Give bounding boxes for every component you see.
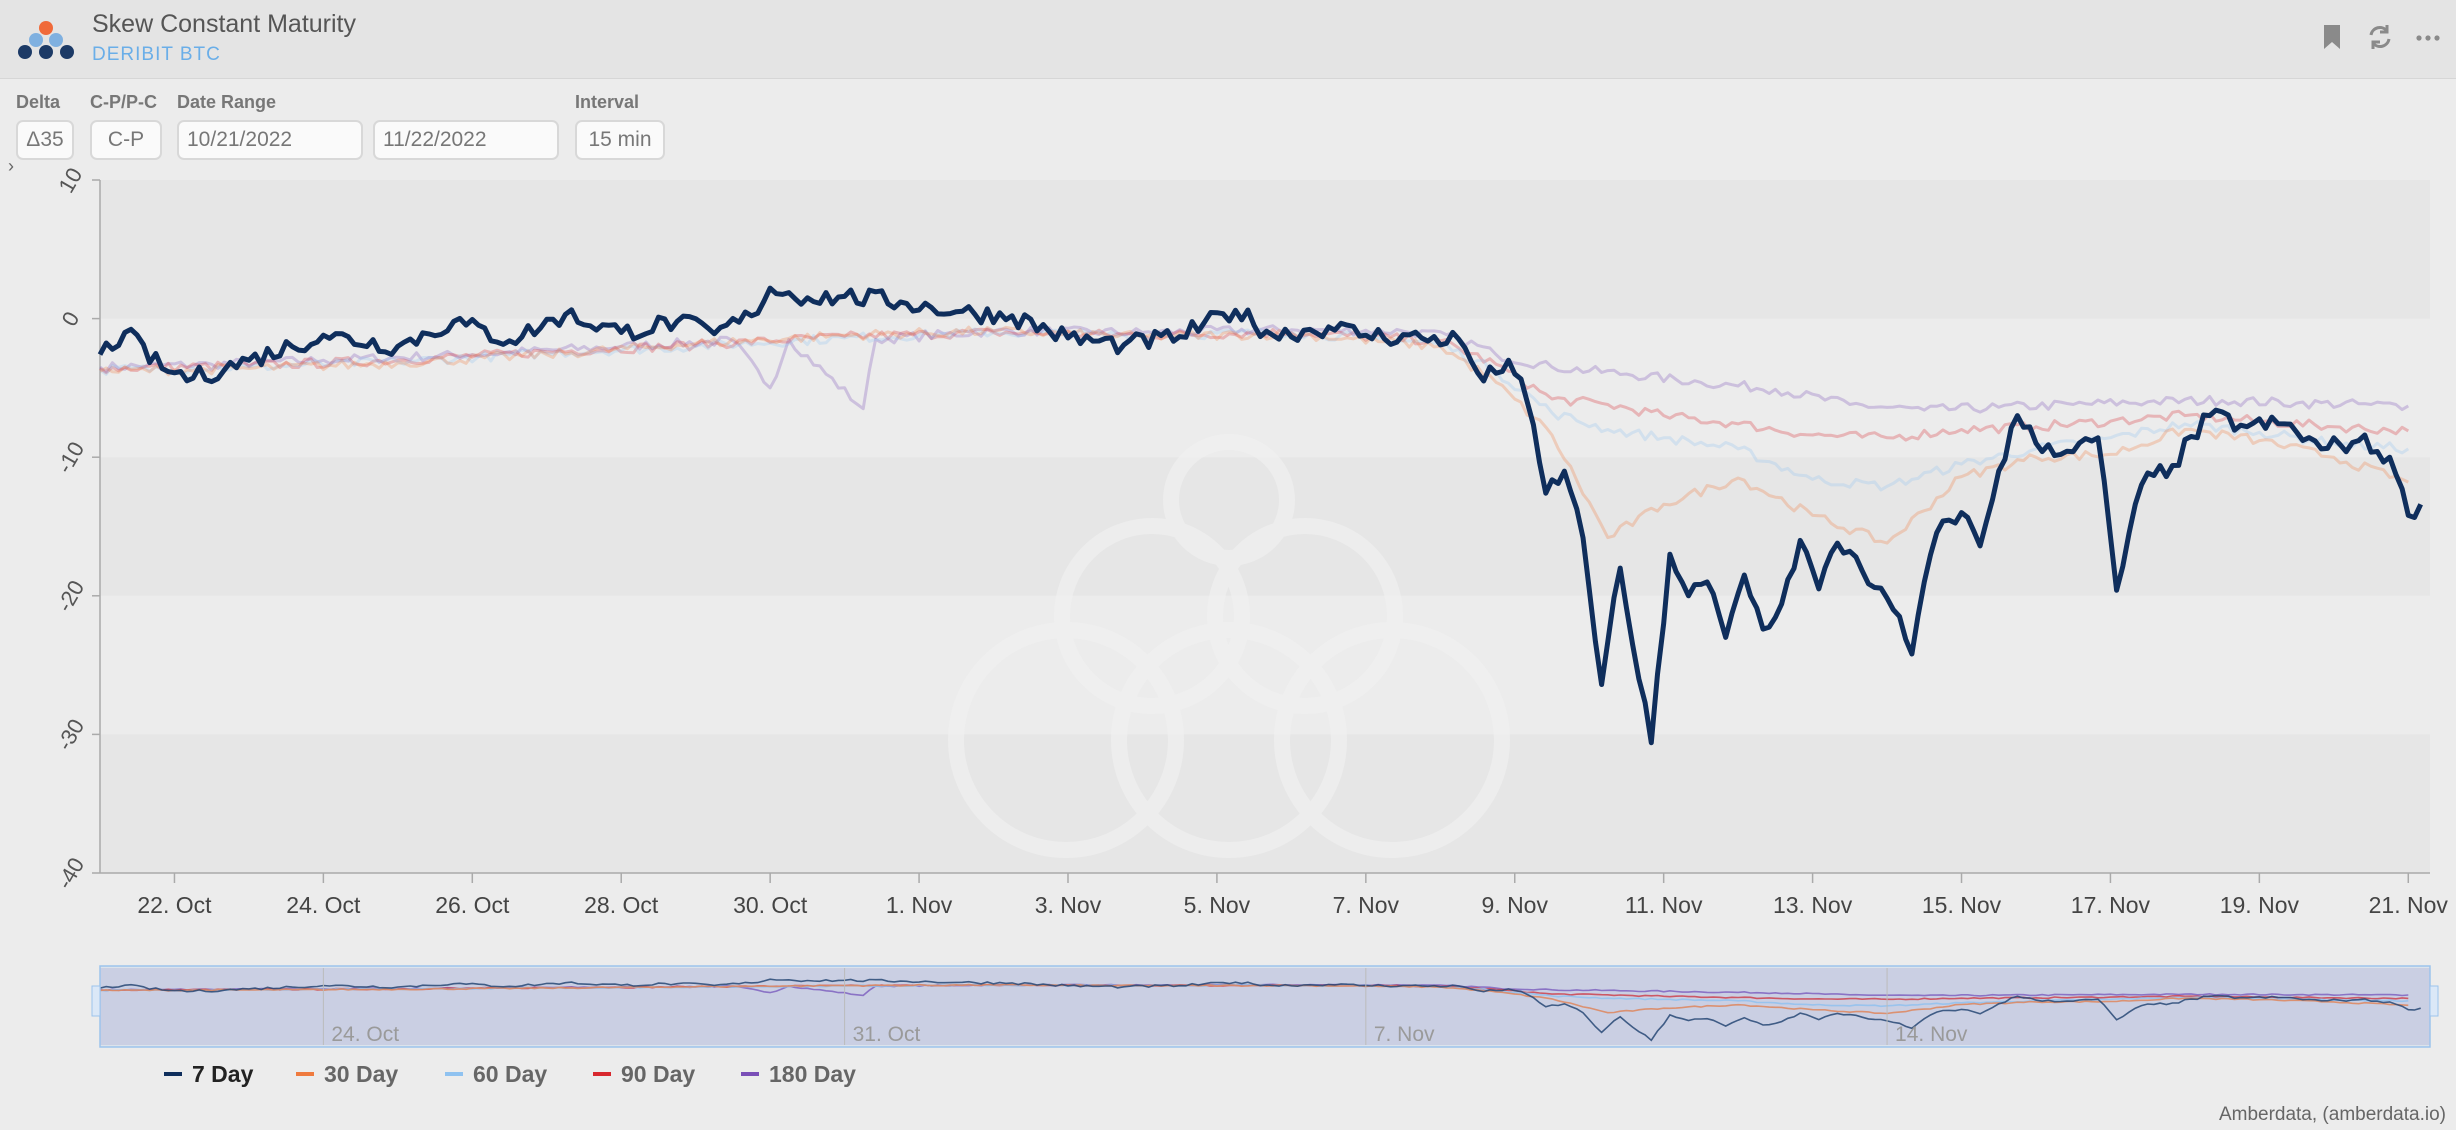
legend-label: 7 Day	[192, 1061, 254, 1087]
more-icon[interactable]	[2414, 22, 2442, 52]
refresh-icon[interactable]	[2366, 22, 2394, 52]
series-line-90-day	[99, 327, 2410, 442]
y-tick-label: 10	[53, 163, 87, 197]
x-tick-label: 5. Nov	[1184, 892, 1251, 918]
exchange-subtitle: DERIBIT BTC	[92, 44, 221, 65]
legend-item-90-day[interactable]: 90 Day	[593, 1061, 695, 1087]
x-tick-label: 21. Nov	[2369, 892, 2449, 918]
navigator-line-7-day	[99, 978, 2421, 1042]
legend-label: 30 Day	[324, 1061, 398, 1087]
x-tick-label: 22. Oct	[137, 892, 212, 918]
date-range-label: Date Range	[177, 92, 277, 112]
navigator-left-handle[interactable]	[91, 985, 101, 1017]
x-tick-label: 28. Oct	[584, 892, 659, 918]
end-date-input[interactable]: 11/22/2022	[373, 120, 559, 160]
x-tick-label: 15. Nov	[1922, 892, 2002, 918]
cp-label: C-P/P-C	[90, 92, 157, 112]
x-tick-label: 19. Nov	[2220, 892, 2300, 918]
cp-select[interactable]: C-P	[90, 120, 162, 160]
plot-band	[100, 180, 2430, 319]
x-tick-label: 7. Nov	[1333, 892, 1400, 918]
panel-header: Skew Constant Maturity DERIBIT BTC	[0, 0, 2456, 79]
legend-item-30-day[interactable]: 30 Day	[296, 1061, 398, 1087]
x-tick-label: 26. Oct	[435, 892, 510, 918]
watermark-logo-icon	[948, 434, 1510, 858]
x-tick-label: 11. Nov	[1625, 892, 1703, 918]
delta-select[interactable]: Δ35	[16, 120, 74, 160]
filter-controls: Delta C-P/P-C Date Range Interval Δ35 C-…	[0, 78, 2456, 168]
interval-label: Interval	[575, 92, 640, 112]
legend-item-7-day[interactable]: 7 Day	[164, 1061, 254, 1087]
x-tick-label: 1. Nov	[886, 892, 953, 918]
legend-label: 60 Day	[473, 1061, 547, 1087]
navigator-background	[100, 968, 2430, 1045]
legend-label: 180 Day	[769, 1061, 856, 1087]
y-tick-label: -30	[52, 715, 90, 755]
x-tick-label: 9. Nov	[1482, 892, 1549, 918]
x-tick-label: 3. Nov	[1035, 892, 1102, 918]
credit-text: Amberdata, (amberdata.io)	[2218, 1104, 2446, 1125]
x-tick-label: 24. Oct	[286, 892, 361, 918]
y-tick-label: 0	[57, 307, 85, 330]
amberdata-logo-icon	[18, 21, 74, 59]
x-tick-label: 30. Oct	[733, 892, 808, 918]
series-line-30-day	[99, 325, 2409, 545]
start-date-input[interactable]: 10/21/2022	[177, 120, 363, 160]
navigator-tick-label: 31. Oct	[853, 1023, 921, 1046]
navigator-tick-label: 24. Oct	[331, 1023, 399, 1046]
y-tick-label: -20	[52, 576, 90, 616]
plot-band	[100, 457, 2430, 596]
x-tick-label: 13. Nov	[1773, 892, 1853, 918]
y-tick-label: -40	[52, 853, 90, 893]
y-tick-label: -10	[52, 437, 90, 477]
legend-label: 90 Day	[621, 1061, 695, 1087]
series-line-7-day	[97, 285, 2423, 746]
series-line-60-day	[99, 327, 2410, 492]
legend-item-60-day[interactable]: 60 Day	[445, 1061, 547, 1087]
navigator-selection[interactable]	[99, 965, 2431, 1048]
interval-select[interactable]: 15 min	[575, 120, 665, 160]
navigator-tick-label: 14. Nov	[1895, 1023, 1968, 1046]
navigator-right-handle[interactable]	[2429, 985, 2439, 1017]
chart-title: Skew Constant Maturity	[92, 10, 356, 38]
legend-item-180-day[interactable]: 180 Day	[741, 1061, 856, 1087]
navigator-line-30-day	[99, 983, 2409, 1015]
bookmark-icon[interactable]	[2318, 22, 2346, 52]
delta-label: Delta	[16, 92, 61, 112]
series-line-180-day	[99, 324, 2410, 414]
navigator-tick-label: 7. Nov	[1374, 1023, 1435, 1046]
skew-chart: 10 0 -10 -20 -30 -40 22. Oct 24. Oct 26. Oct 28. …	[52, 163, 2449, 1087]
expand-chevron-icon[interactable]: ›	[8, 156, 14, 176]
x-tick-label: 17. Nov	[2071, 892, 2151, 918]
